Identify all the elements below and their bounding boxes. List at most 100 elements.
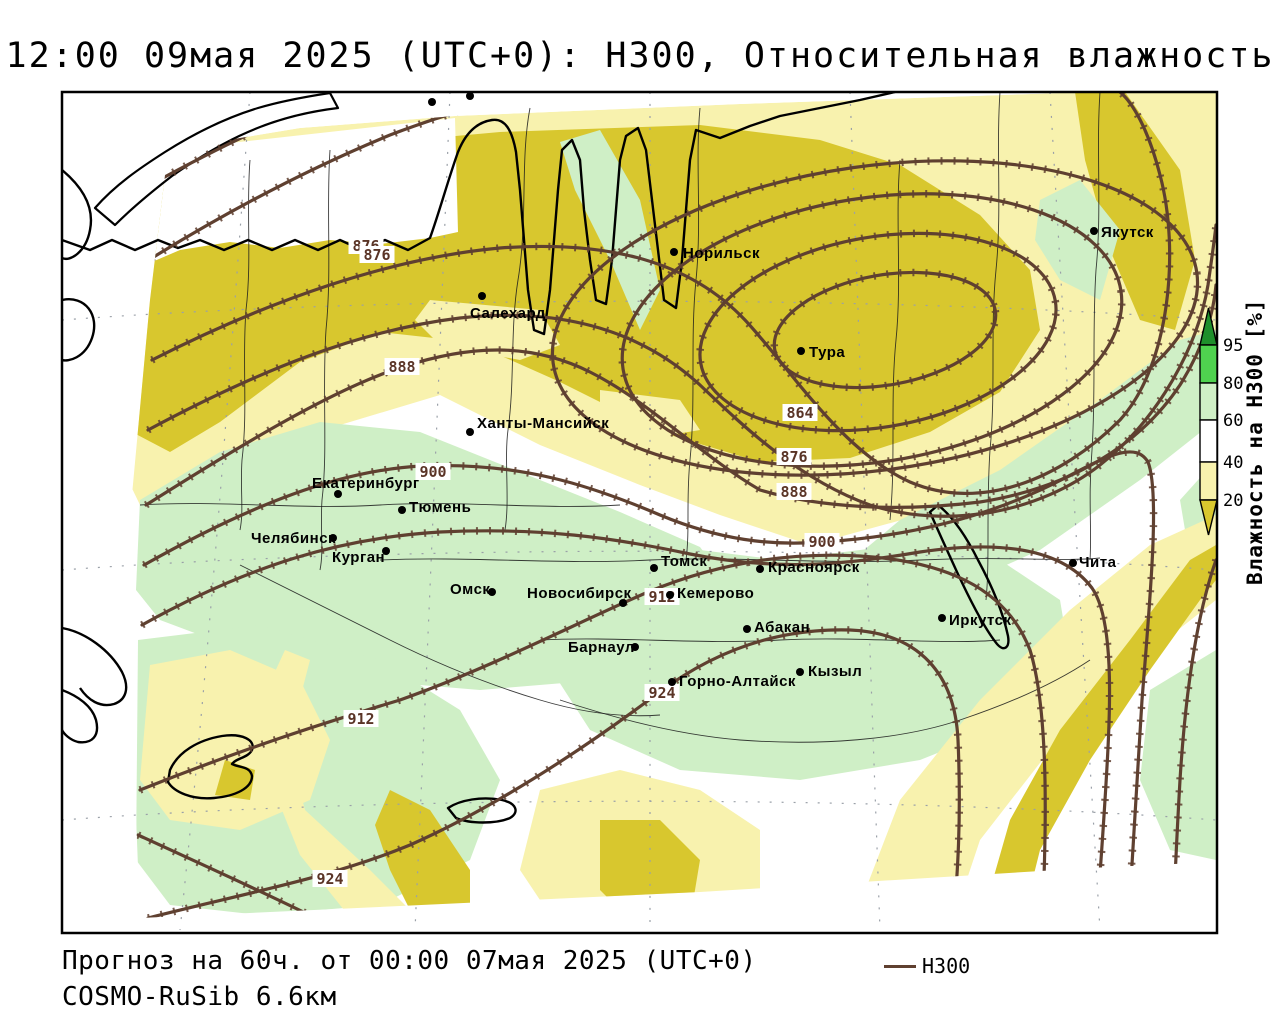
city: Салехард (470, 292, 546, 322)
contour-label: 900 (415, 463, 451, 481)
forecast-info: Прогноз на 60ч. от 00:00 07мая 2025 (UTC… (62, 946, 757, 976)
city-label: Иркутск (949, 612, 1011, 629)
contour-label-box (359, 246, 395, 263)
city-label: Новосибирск (527, 585, 632, 602)
city: Норильск (670, 245, 759, 262)
city-dot (796, 668, 804, 676)
city: Чита (1069, 554, 1117, 571)
isoline-legend: H300 (884, 954, 970, 978)
colorbar-segment (1199, 419, 1218, 463)
city: Красноярск (756, 559, 860, 576)
city-dot (478, 292, 486, 300)
city-label: Красноярск (768, 559, 860, 576)
field-dark-streak-1 (375, 790, 470, 918)
contour-label: 888 (776, 483, 812, 501)
field-dark-streak-southeast (985, 545, 1216, 918)
white-sea-coast (63, 298, 96, 362)
city-label: Якутск (1101, 224, 1154, 241)
isoline-legend-label: H300 (922, 954, 971, 978)
isoline-legend-line (884, 964, 916, 968)
city: Омск (450, 581, 496, 598)
city: Томск (650, 553, 707, 572)
city-dot (466, 428, 474, 436)
contour-label-value: 876 (363, 246, 390, 264)
contour-label-value: 900 (808, 533, 835, 551)
colorbar-tick-label: 20 (1223, 491, 1243, 511)
city-dot (398, 506, 406, 514)
novaya-zemlya (93, 93, 340, 227)
contour-label-box (343, 710, 379, 727)
city: Челябинск (251, 530, 337, 547)
contour-label-box (804, 533, 840, 550)
city-dot (334, 490, 342, 498)
contour-label-value: 924 (648, 684, 675, 702)
isolines-h300 (136, 93, 1216, 918)
field-pale-streak-4 (140, 650, 330, 830)
colorbar-segment (1199, 344, 1218, 384)
city: Тура (797, 344, 845, 361)
colorbar-segment (1199, 382, 1218, 421)
contour-label: 888 (384, 358, 420, 376)
city-label: Омск (450, 581, 490, 598)
lake-baikal (928, 503, 1010, 650)
city-dot (488, 588, 496, 596)
city: Курган (332, 547, 390, 566)
city-dot (743, 625, 751, 633)
contour-label: 912 (343, 710, 379, 728)
page-title: 12:00 09мая 2025 (UTC+0): H300, Относите… (5, 36, 1275, 76)
city-label: Ханты-Мансийск (477, 415, 609, 432)
humidity-field (128, 93, 1216, 918)
map-frame (60, 90, 1219, 935)
contour-label-value: 876 (780, 448, 807, 466)
city-dot (666, 591, 674, 599)
lake-issyk-kul (446, 797, 517, 824)
city-dot (382, 547, 390, 555)
colorbar: 95 80 60 40 20 (1199, 307, 1243, 536)
city-dot (797, 347, 805, 355)
colorbar-title: Влажность на H300 [%] (1243, 298, 1267, 585)
isoline-labels: 876876888900864876888900912912924924 (312, 237, 840, 888)
caspian-coast (63, 627, 128, 707)
city-label: Салехард (470, 305, 546, 322)
arctic-island (466, 93, 474, 100)
city-label: Кызыл (808, 663, 862, 680)
city: Горно-Алтайск (668, 673, 795, 690)
contour-label-box (782, 404, 818, 421)
contour-label-box (776, 448, 812, 465)
colorbar-tick-label: 95 (1223, 336, 1243, 356)
contour-label-box (415, 463, 451, 480)
city-label: Екатеринбург (312, 475, 420, 492)
contour-label-box (776, 483, 812, 500)
city-dot (329, 534, 337, 542)
colorbar-tick-label: 60 (1223, 411, 1243, 431)
field-green-topcenter (560, 130, 660, 330)
contour-label: 864 (782, 404, 818, 422)
city: Кемерово (666, 585, 754, 602)
lake-balkhash (166, 734, 254, 800)
city-label: Кемерово (677, 585, 754, 602)
field-dark-yellow-topright (1075, 93, 1195, 330)
city-label: Барнаул (568, 639, 635, 656)
city: Тюмень (398, 499, 471, 516)
admin-boundaries (139, 93, 1101, 743)
colorbar-arrow-down (1199, 499, 1218, 536)
field-green-rightbottom (1140, 650, 1216, 860)
city-dot (1069, 559, 1077, 567)
contour-label-value: 912 (347, 710, 374, 728)
city-label: Чита (1079, 554, 1117, 571)
contour-label: 924 (312, 870, 348, 888)
city-dot (650, 564, 658, 572)
city: Ханты-Мансийск (466, 415, 609, 436)
contour-label-box (312, 870, 348, 887)
city: Кызыл (796, 663, 862, 680)
field-pale-streak-1 (262, 650, 430, 918)
contour-label: 876 (776, 448, 812, 466)
kara-sea-white (150, 118, 458, 262)
kola-coast (63, 169, 93, 261)
city: Барнаул (568, 639, 639, 656)
city: Якутск (1090, 224, 1154, 241)
city-dot (619, 599, 627, 607)
city-label: Тура (809, 344, 845, 361)
contour-label-value: 864 (786, 404, 813, 422)
